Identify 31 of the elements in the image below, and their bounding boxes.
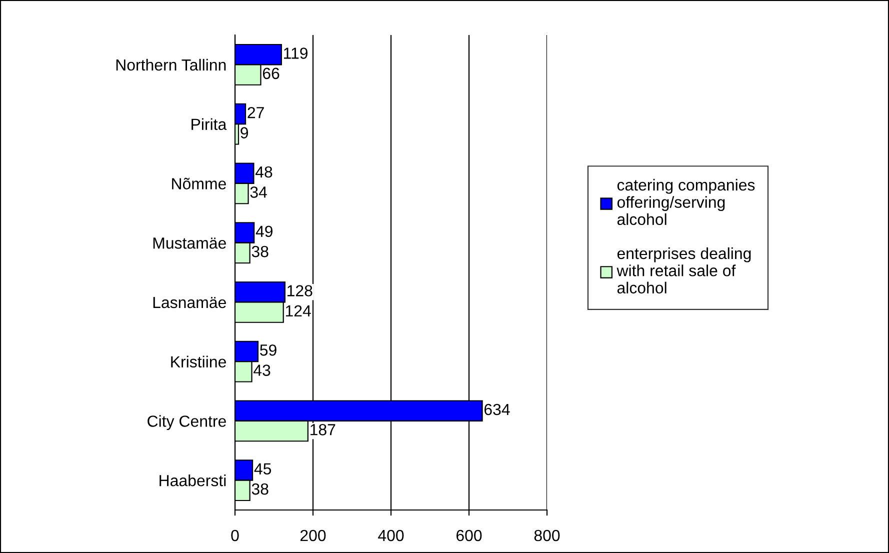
data-label: 43 <box>254 364 270 376</box>
y-tick-label: Kristiine <box>171 356 226 368</box>
data-label: 59 <box>260 344 276 356</box>
y-tick-label: Pirita <box>192 118 227 130</box>
data-label: 49 <box>256 226 273 238</box>
data-label: 27 <box>248 106 264 118</box>
data-label: 634 <box>484 404 510 416</box>
data-label: 66 <box>262 68 280 80</box>
data-label: 9 <box>240 127 248 138</box>
data-label: 119 <box>284 48 308 59</box>
data-label: 38 <box>252 246 268 258</box>
data-label: 124 <box>286 305 311 316</box>
data-label: 34 <box>250 186 267 198</box>
y-tick-label: Haabersti <box>160 474 226 486</box>
data-label: 38 <box>252 483 268 495</box>
y-tick-label: Mustamäe <box>153 238 226 249</box>
x-tick-label: 0 <box>231 530 239 542</box>
x-tick-label: 600 <box>456 530 482 542</box>
legend-label: catering companies offering/serving alcohol <box>617 178 755 226</box>
legend-label: enterprises dealing with retail sale of alcohol <box>616 247 751 294</box>
y-tick-label: Northern Tallinn <box>116 58 226 71</box>
x-tick-label: 200 <box>300 530 326 542</box>
data-label: 187 <box>310 424 336 436</box>
x-tick-label: 800 <box>534 530 560 542</box>
x-tick-label: 400 <box>378 530 404 542</box>
data-label: 45 <box>254 463 272 475</box>
y-tick-label: Lasnamäe <box>153 296 226 308</box>
data-label: 48 <box>255 166 272 178</box>
data-label: 128 <box>288 285 312 296</box>
y-tick-label: City Centre <box>148 415 226 430</box>
y-tick-label: Nõmme <box>172 178 226 190</box>
